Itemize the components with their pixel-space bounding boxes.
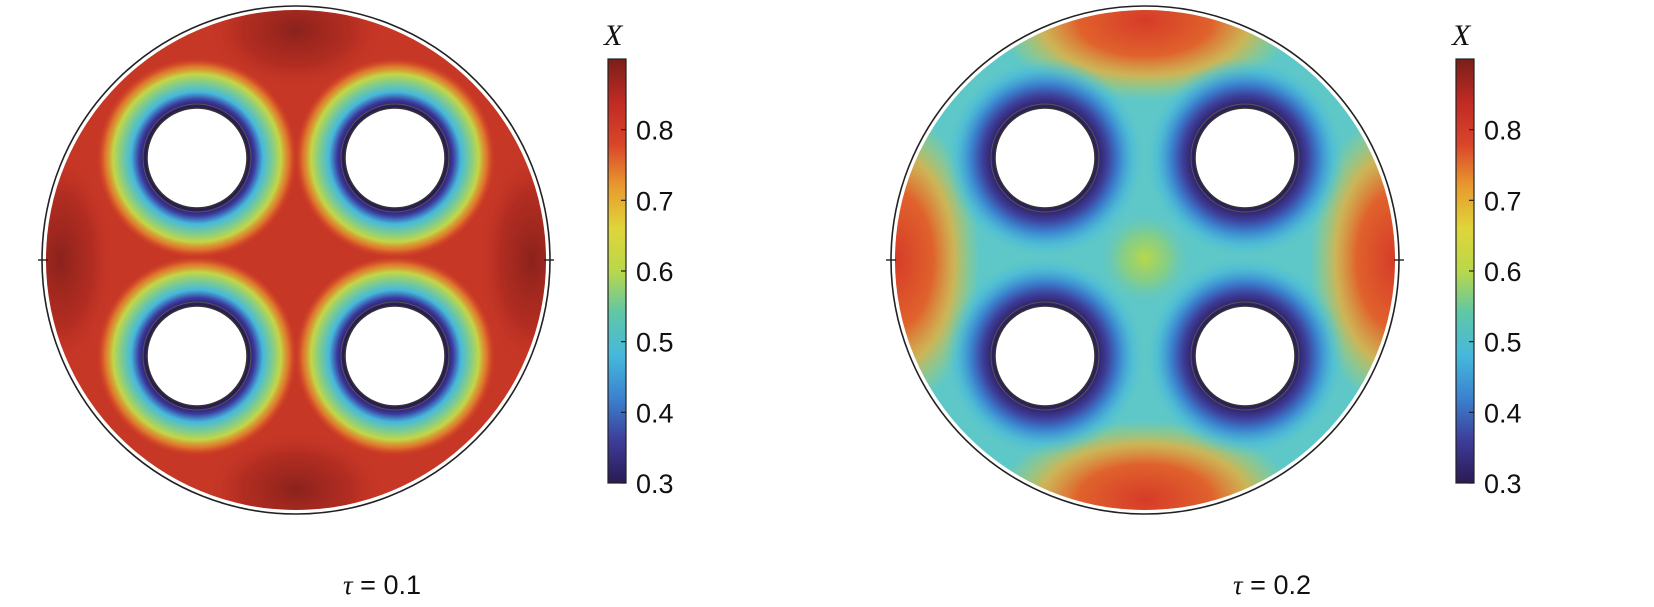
colorbar-tick-label: 0.5 xyxy=(636,328,674,358)
caption-value: 0.2 xyxy=(1273,570,1311,600)
red-region xyxy=(995,10,1295,100)
colorbar-tick-label: 0.4 xyxy=(636,398,674,428)
hole xyxy=(146,305,248,407)
panel-caption: τ = 0.2 xyxy=(1233,570,1311,600)
colorbar-tick-label: 0.8 xyxy=(1484,116,1522,146)
contour-plot-panel-2 xyxy=(886,5,1404,515)
colorbar-tick-label: 0.7 xyxy=(636,186,674,216)
colorbar-1: X 0.3 0.4 0.5 0.6 0.7 0.8 xyxy=(603,19,674,499)
panel-caption: τ = 0.1 xyxy=(343,570,421,600)
colorbar-tick-label: 0.4 xyxy=(1484,398,1522,428)
dark-region xyxy=(46,150,115,370)
hole xyxy=(1194,107,1296,209)
tau-symbol: τ xyxy=(343,570,354,600)
colorbar-tick-label: 0.5 xyxy=(1484,328,1522,358)
caption-equals: = xyxy=(353,570,384,600)
hole xyxy=(344,107,446,209)
red-region xyxy=(995,420,1295,510)
hole xyxy=(1194,305,1296,407)
colorbar-label: X xyxy=(603,19,624,52)
dark-region xyxy=(206,10,386,90)
colorbar-tick-label: 0.3 xyxy=(636,469,674,499)
red-region xyxy=(1310,110,1395,410)
colorbar-tick-label: 0.7 xyxy=(1484,186,1522,216)
red-region xyxy=(895,110,980,410)
center-region xyxy=(1097,210,1193,306)
tau-symbol: τ xyxy=(1233,570,1244,600)
dark-region xyxy=(206,430,386,510)
colorbar-tick-label: 0.8 xyxy=(636,116,674,146)
contour-plot-panel-1 xyxy=(38,5,554,515)
caption-value: 0.1 xyxy=(383,570,421,600)
colorbar-tick-label: 0.3 xyxy=(1484,469,1522,499)
hole xyxy=(146,107,248,209)
dark-region xyxy=(477,150,546,370)
hole xyxy=(344,305,446,407)
colorbar-tick-label: 0.6 xyxy=(1484,257,1522,287)
colorbar-label: X xyxy=(1451,19,1472,52)
hole xyxy=(994,305,1096,407)
caption-equals: = xyxy=(1243,570,1274,600)
colorbar-tick-label: 0.6 xyxy=(636,257,674,287)
colorbar-2: X 0.3 0.4 0.5 0.6 0.7 0.8 xyxy=(1451,19,1522,499)
hole xyxy=(994,107,1096,209)
